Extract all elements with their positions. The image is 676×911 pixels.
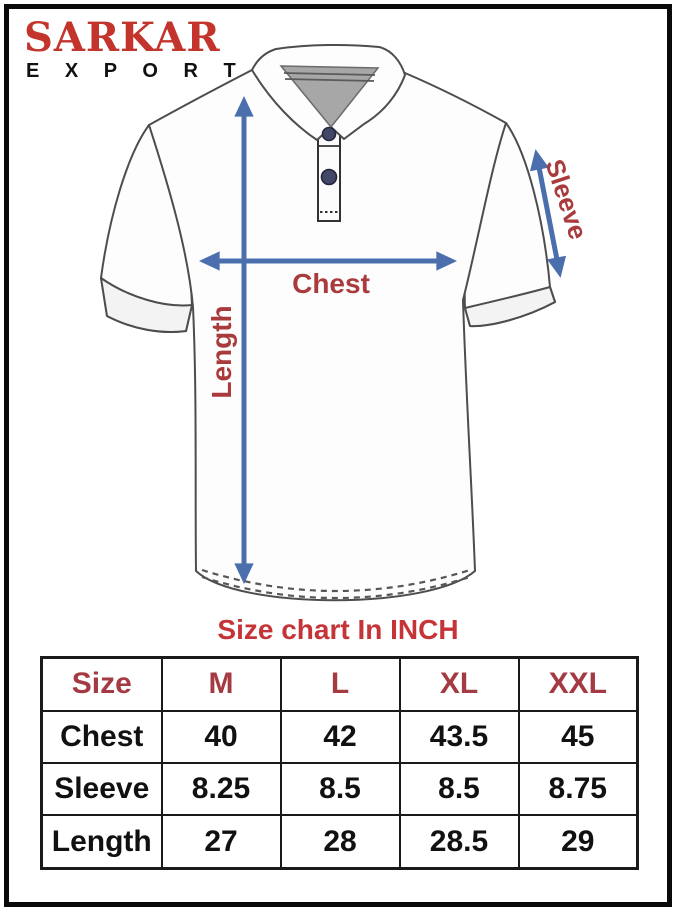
row-label-chest: Chest <box>40 709 163 764</box>
column-header-xxl: XXL <box>517 656 639 712</box>
table-row-sleeve: Sleeve 8.25 8.5 8.5 8.75 <box>40 761 639 817</box>
length-m-value: 27 <box>160 814 282 870</box>
chest-xl-value: 43.5 <box>398 709 520 764</box>
brand-logo: SARKAR E X P O R T S <box>24 14 285 82</box>
column-header-xl: XL <box>398 656 520 712</box>
left-cuff <box>100 277 193 333</box>
length-dimension-label: Length <box>206 305 237 398</box>
sleeve-m-value: 8.25 <box>160 761 282 817</box>
column-header-l: L <box>279 656 401 712</box>
sleeve-xxl-value: 8.75 <box>517 761 639 817</box>
sleeve-arrow <box>529 149 567 278</box>
top-button <box>321 126 337 142</box>
size-chart-caption: Size chart In INCH <box>217 614 459 645</box>
length-xl-value: 28.5 <box>398 814 520 870</box>
chest-xxl-value: 45 <box>517 709 639 764</box>
table-row-chest: Chest 40 42 43.5 45 <box>40 709 639 764</box>
chest-dimension-label: Chest <box>292 268 370 299</box>
chest-m-value: 40 <box>160 709 282 764</box>
length-l-value: 28 <box>279 814 401 870</box>
chest-l-value: 42 <box>279 709 401 764</box>
right-cuff <box>464 286 556 328</box>
brand-name: SARKAR <box>24 14 221 61</box>
column-header-m: M <box>160 656 282 712</box>
collar-band-line <box>284 78 375 82</box>
sleeve-xl-value: 8.5 <box>398 761 520 817</box>
size-table: Size M L XL XXL Chest 40 42 43.5 45 Slee… <box>40 656 639 870</box>
bottom-button <box>320 168 338 186</box>
length-xxl-value: 29 <box>517 814 639 870</box>
table-header-row: Size M L XL XXL <box>40 656 639 712</box>
hem-stitching <box>201 575 471 600</box>
collar-band-line <box>283 72 376 76</box>
row-label-length: Length <box>40 814 163 870</box>
table-row-length: Length 27 28 28.5 29 <box>40 814 639 870</box>
sleeve-l-value: 8.5 <box>279 761 401 817</box>
column-header-size: Size <box>40 656 163 712</box>
row-label-sleeve: Sleeve <box>40 761 163 817</box>
brand-subname: E X P O R T S <box>26 60 285 82</box>
polo-shirt-diagram: Chest Length Sleeve <box>100 43 594 602</box>
